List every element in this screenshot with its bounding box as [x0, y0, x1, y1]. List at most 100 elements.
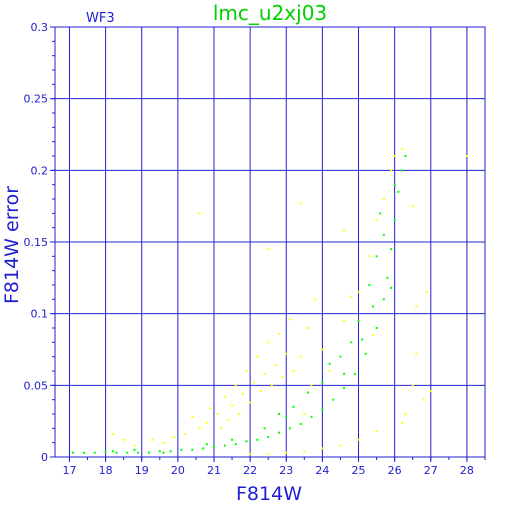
scatter-point-green: [180, 448, 183, 451]
scatter-point-yellow: [314, 298, 317, 301]
scatter-point-yellow: [390, 169, 393, 172]
scatter-point-green: [137, 451, 140, 454]
scatter-point-green: [169, 450, 172, 453]
scatter-point-yellow: [328, 370, 331, 372]
scatter-point-yellow: [133, 444, 136, 447]
y-axis-label: F814W error: [1, 186, 23, 304]
scatter-point-yellow: [122, 438, 125, 441]
scatter-point-yellow: [191, 415, 194, 418]
scatter-point-green: [350, 341, 353, 344]
scatter-point-green: [245, 440, 248, 443]
scatter-point-green: [397, 190, 400, 193]
scatter-point-green: [306, 391, 309, 394]
x-tick-label: 28: [460, 464, 474, 477]
scatter-point-yellow: [382, 198, 385, 200]
scatter-point-yellow: [393, 155, 396, 157]
scatter-point-yellow: [205, 421, 208, 424]
scatter-point-yellow: [357, 438, 360, 441]
y-tick-label: 0.3: [31, 21, 49, 34]
scatter-point-green: [404, 155, 407, 157]
scatter-point-yellow: [357, 291, 360, 294]
scatter-point-yellow: [285, 352, 288, 355]
scatter-point-yellow: [404, 413, 407, 415]
scatter-point-yellow: [223, 395, 226, 398]
scatter-point-green: [205, 443, 208, 446]
chart-title: lmc_u2xj03: [213, 1, 327, 25]
scatter-point-green: [393, 183, 396, 186]
scatter-point-green: [328, 362, 331, 365]
scatter-point-green: [191, 448, 194, 451]
scatter-point-yellow: [339, 444, 342, 447]
scatter-point-yellow: [270, 384, 273, 387]
y-tick-label: 0.05: [24, 379, 49, 392]
scatter-point-green: [357, 319, 360, 322]
scatter-point-yellow: [263, 372, 266, 375]
scatter-point-green: [375, 255, 378, 258]
scatter-point-yellow: [249, 401, 252, 404]
scatter-point-yellow: [241, 392, 244, 395]
scatter-point-yellow: [343, 229, 346, 232]
scatter-point-green: [93, 451, 96, 454]
x-tick-label: 23: [279, 464, 293, 477]
scatter-point-yellow: [184, 433, 187, 436]
scatter-point-yellow: [220, 427, 223, 430]
scatter-point-green: [332, 398, 335, 401]
scatter-point-green: [126, 451, 129, 454]
scatter-point-yellow: [411, 384, 414, 387]
scatter-point-green: [231, 438, 234, 441]
scatter-point-yellow: [216, 413, 219, 415]
scatter-point-yellow: [303, 450, 306, 453]
scatter-point-green: [147, 451, 150, 454]
scatter-point-green: [390, 248, 393, 251]
scatter-point-green: [299, 423, 302, 426]
scatter-point-green: [285, 415, 288, 418]
scatter-point-yellow: [343, 319, 346, 322]
scatter-point-yellow: [209, 407, 212, 410]
x-axis-label: F814W: [236, 483, 302, 505]
scatter-point-green: [158, 450, 161, 453]
scatter-point-green: [321, 381, 324, 384]
x-tick-label: 26: [388, 464, 402, 477]
scatter-point-green: [104, 450, 107, 453]
scatter-point-yellow: [274, 364, 277, 367]
scatter-point-green: [386, 276, 389, 279]
scatter-point-yellow: [267, 341, 270, 344]
scatter-point-green: [234, 443, 237, 446]
x-tick-label: 25: [352, 464, 366, 477]
scatter-point-yellow: [375, 219, 378, 222]
scatter-point-yellow: [111, 433, 114, 436]
scatter-point-yellow: [321, 348, 324, 351]
scatter-point-yellow: [411, 205, 414, 208]
scatter-point-green: [111, 450, 114, 453]
scatter-point-yellow: [310, 384, 313, 387]
scatter-point-green: [223, 444, 226, 447]
scatter-point-yellow: [267, 453, 270, 456]
scatter-point-green: [267, 435, 270, 438]
scatter-point-green: [379, 212, 382, 215]
data-points: [72, 147, 468, 456]
scatter-point-green: [393, 219, 396, 222]
scatter-point-yellow: [299, 355, 302, 358]
scatter-point-green: [382, 233, 385, 236]
scatter-point-yellow: [231, 404, 234, 407]
scatter-point-yellow: [303, 413, 306, 415]
scatter-point-green: [368, 284, 371, 286]
x-tick-label: 21: [207, 464, 221, 477]
x-tick-label: 22: [243, 464, 257, 477]
scatter-point-yellow: [375, 430, 378, 433]
scatter-point-yellow: [151, 438, 154, 441]
scatter-point-green: [278, 431, 281, 434]
y-tick-label: 0.1: [31, 308, 49, 321]
scatter-point-green: [339, 355, 342, 358]
scatter-point-yellow: [281, 375, 284, 378]
y-tick-label: 0: [41, 451, 48, 464]
scatter-point-yellow: [371, 334, 374, 337]
scatter-point-green: [343, 387, 346, 390]
scatter-point-yellow: [252, 381, 255, 384]
scatter-point-yellow: [227, 418, 230, 421]
scatter-point-yellow: [245, 370, 248, 372]
y-tick-label: 0.15: [24, 236, 49, 249]
scatter-point-yellow: [173, 435, 176, 438]
